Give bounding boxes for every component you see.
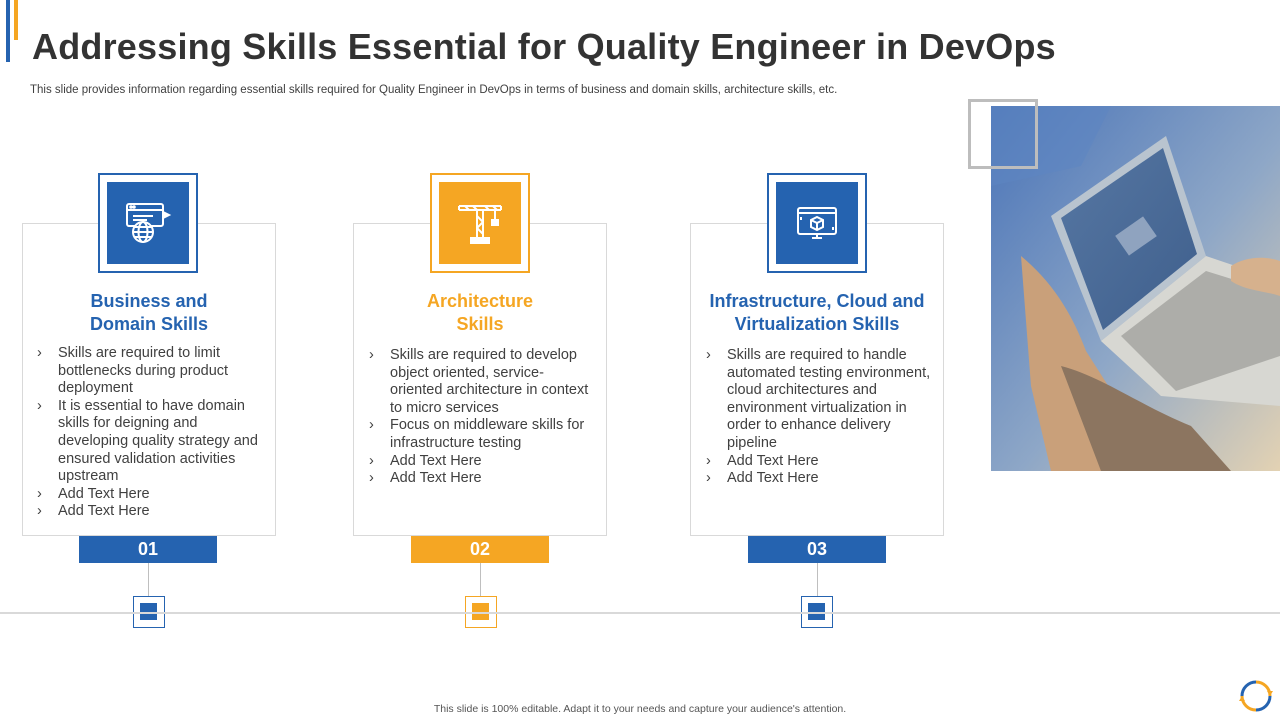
icon-tile xyxy=(107,182,189,264)
web-globe-icon-frame xyxy=(98,173,198,273)
bullet-item: › Focus on middleware skills for infrastr… xyxy=(369,417,596,452)
crane-icon xyxy=(458,205,502,244)
bullet-text: Add Text Here xyxy=(390,452,482,469)
chevron-icon: › xyxy=(369,470,374,487)
bullet-text: Add Text Here xyxy=(727,452,819,469)
bullet-item: › It is essential to have domain skills f… xyxy=(37,398,265,486)
bullet-item: › Add Text Here xyxy=(369,453,596,471)
step-number-badge: 02 xyxy=(411,536,549,563)
chevron-icon: › xyxy=(37,345,42,361)
bullet-list: › Skills are required to limit bottleneck… xyxy=(37,345,265,521)
bullet-item: › Add Text Here xyxy=(369,470,596,488)
step-number-badge: 01 xyxy=(79,536,217,563)
card-title-line1: Infrastructure, Cloud and xyxy=(709,291,925,311)
marker-square xyxy=(808,603,825,620)
chevron-icon: › xyxy=(369,417,374,434)
crane-icon-frame xyxy=(430,173,530,273)
laptop-photo xyxy=(991,106,1280,471)
bullet-text: Focus on middleware skills for infrastru… xyxy=(390,417,585,451)
cycle-arrows-icon xyxy=(1239,680,1273,712)
skill-card-business: Business and Domain Skills › Skills are r… xyxy=(22,223,276,536)
bullet-text: Add Text Here xyxy=(58,503,150,520)
card-title-line1: Architecture xyxy=(426,291,534,311)
bullet-item: › Skills are required to develop object o… xyxy=(369,347,596,417)
bullet-text: Add Text Here xyxy=(390,470,482,487)
bullet-item: › Add Text Here xyxy=(37,503,265,521)
card-title-line1: Business and xyxy=(90,291,208,311)
chevron-icon: › xyxy=(706,452,711,469)
chevron-icon: › xyxy=(706,470,711,487)
chevron-icon: › xyxy=(706,347,711,363)
marker-square xyxy=(140,603,157,620)
chevron-icon: › xyxy=(369,347,374,363)
icon-tile xyxy=(439,182,521,264)
chevron-icon: › xyxy=(369,452,374,469)
bullet-list: › Skills are required to handle automated… xyxy=(706,347,933,488)
card-title-line2: Domain Skills xyxy=(89,314,209,334)
title-accent-bar-blue xyxy=(6,0,10,62)
timeline-connector xyxy=(148,563,149,596)
skill-card-infrastructure: Infrastructure, Cloud and Virtualization… xyxy=(690,223,944,536)
slide-title: Addressing Skills Essential for Quality … xyxy=(32,26,1056,67)
bullet-text: Add Text Here xyxy=(727,470,819,487)
chevron-icon: › xyxy=(37,503,42,520)
step-number-badge: 03 xyxy=(748,536,886,563)
skill-card-architecture: Architecture Skills › Skills are required… xyxy=(353,223,607,536)
title-accent-bar-orange xyxy=(14,0,18,40)
virtual-cube-monitor-icon xyxy=(797,207,837,239)
bullet-list: › Skills are required to develop object o… xyxy=(369,347,596,488)
bullet-item: › Add Text Here xyxy=(706,453,933,471)
timeline-line xyxy=(0,612,1280,614)
timeline-connector xyxy=(480,563,481,596)
card-title: Infrastructure, Cloud and Virtualization… xyxy=(691,290,943,336)
virtual-cube-monitor-icon-frame xyxy=(767,173,867,273)
bullet-item: › Skills are required to limit bottleneck… xyxy=(37,345,265,398)
bullet-text: Skills are required to develop object or… xyxy=(390,347,589,416)
slide-footer: This slide is 100% editable. Adapt it to… xyxy=(433,703,847,715)
chevron-icon: › xyxy=(37,397,42,414)
card-title: Business and Domain Skills xyxy=(23,290,275,336)
marker-square xyxy=(472,603,489,620)
bullet-text: Skills are required to limit bottlenecks… xyxy=(58,345,229,397)
bullet-item: › Skills are required to handle automated… xyxy=(706,347,933,453)
timeline-connector xyxy=(817,563,818,596)
bullet-item: › Add Text Here xyxy=(37,486,265,504)
card-title: Architecture Skills xyxy=(354,290,606,336)
bullet-text: It is essential to have domain skills fo… xyxy=(58,397,258,485)
bullet-text: Add Text Here xyxy=(58,485,150,502)
bullet-text: Skills are required to handle automated … xyxy=(727,347,931,451)
icon-tile xyxy=(776,182,858,264)
chevron-icon: › xyxy=(37,485,42,502)
slide-subtitle: This slide provides information regardin… xyxy=(30,84,838,96)
card-title-line2: Virtualization Skills xyxy=(734,314,900,334)
bullet-item: › Add Text Here xyxy=(706,470,933,488)
card-title-line2: Skills xyxy=(456,314,504,334)
photo-accent-frame xyxy=(968,99,1038,169)
laptop-hands-image xyxy=(991,106,1280,471)
web-globe-icon xyxy=(126,203,172,243)
